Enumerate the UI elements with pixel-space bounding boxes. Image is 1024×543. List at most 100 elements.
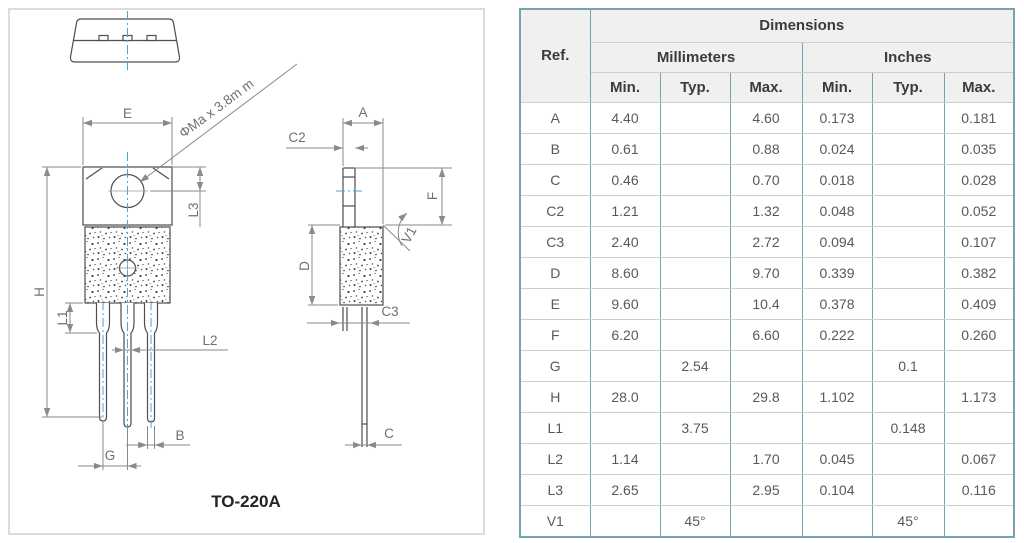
value-cell: 0.116 — [943, 473, 1015, 506]
value-cell — [659, 256, 731, 289]
value-cell — [871, 287, 945, 320]
ref-cell: E — [519, 287, 591, 320]
table-row: G 2.54 0.1 — [519, 349, 1015, 382]
value-cell: 9.70 — [729, 256, 803, 289]
table-title: Dimensions — [589, 8, 1015, 43]
value-cell: 0.148 — [871, 411, 945, 444]
value-cell: 0.045 — [801, 442, 873, 475]
value-cell: 2.40 — [589, 225, 661, 258]
value-cell — [659, 287, 731, 320]
dim-label-h: H — [32, 287, 47, 297]
table-row: B 0.61 0.88 0.024 0.035 — [519, 132, 1015, 165]
value-cell: 45° — [659, 504, 731, 537]
ref-cell: H — [519, 380, 591, 413]
value-cell: 6.20 — [589, 318, 661, 351]
ref-cell: L2 — [519, 442, 591, 475]
value-cell — [729, 349, 803, 382]
value-cell — [659, 101, 731, 134]
value-cell: 9.60 — [589, 287, 661, 320]
package-front-view — [82, 152, 173, 434]
package-side-view — [336, 167, 384, 447]
value-cell: 0.094 — [801, 225, 873, 258]
ref-cell: C2 — [519, 194, 591, 227]
value-cell: 0.378 — [801, 287, 873, 320]
value-cell: 29.8 — [729, 380, 803, 413]
ref-cell: B — [519, 132, 591, 165]
value-cell — [871, 318, 945, 351]
table-row: H 28.0 29.8 1.102 1.173 — [519, 380, 1015, 413]
value-cell: 0.052 — [943, 194, 1015, 227]
ref-cell: L1 — [519, 411, 591, 444]
dimensions-table-container: Ref. Dimensions Millimeters Inches Min. … — [519, 8, 1015, 538]
value-cell: 0.035 — [943, 132, 1015, 165]
value-cell: 0.339 — [801, 256, 873, 289]
value-cell: 0.88 — [729, 132, 803, 165]
value-cell: 2.72 — [729, 225, 803, 258]
value-cell — [943, 504, 1015, 537]
value-cell — [589, 349, 661, 382]
value-cell — [659, 318, 731, 351]
value-cell — [871, 442, 945, 475]
table-row: L2 1.14 1.70 0.045 0.067 — [519, 442, 1015, 475]
value-cell: 1.173 — [943, 380, 1015, 413]
value-cell — [589, 504, 661, 537]
value-cell: 2.65 — [589, 473, 661, 506]
dimensions-table: Ref. Dimensions Millimeters Inches Min. … — [519, 8, 1015, 538]
dim-label-c2: C2 — [288, 130, 305, 145]
subheader-mm-min: Min. — [589, 71, 661, 103]
value-cell — [871, 473, 945, 506]
value-cell — [659, 473, 731, 506]
subheader-in-typ: Typ. — [871, 71, 945, 103]
value-cell — [871, 132, 945, 165]
group-header-inches: Inches — [801, 41, 1015, 73]
table-row: A 4.40 4.60 0.173 0.181 — [519, 101, 1015, 134]
value-cell: 1.70 — [729, 442, 803, 475]
ref-cell: F — [519, 318, 591, 351]
value-cell — [659, 132, 731, 165]
table-row: F 6.20 6.60 0.222 0.260 — [519, 318, 1015, 351]
value-cell — [943, 411, 1015, 444]
dim-label-v1: V1 — [399, 224, 420, 246]
dim-label-g: G — [105, 448, 116, 463]
value-cell — [871, 163, 945, 196]
ref-cell: G — [519, 349, 591, 382]
value-cell — [659, 194, 731, 227]
value-cell: 1.21 — [589, 194, 661, 227]
dim-label-l3: L3 — [186, 202, 201, 217]
value-cell — [871, 380, 945, 413]
ref-column-header: Ref. — [519, 8, 591, 103]
value-cell: 0.46 — [589, 163, 661, 196]
value-cell — [659, 380, 731, 413]
value-cell — [871, 256, 945, 289]
package-drawing-panel: E H L3 L1 L2 — [8, 8, 485, 535]
value-cell: 0.1 — [871, 349, 945, 382]
dim-label-b: B — [175, 428, 184, 443]
value-cell: 0.382 — [943, 256, 1015, 289]
ref-cell: A — [519, 101, 591, 134]
value-cell: 3.75 — [659, 411, 731, 444]
table-row: C 0.46 0.70 0.018 0.028 — [519, 163, 1015, 196]
value-cell: 10.4 — [729, 287, 803, 320]
value-cell: 0.409 — [943, 287, 1015, 320]
value-cell: 6.60 — [729, 318, 803, 351]
value-cell — [871, 101, 945, 134]
ref-cell: D — [519, 256, 591, 289]
package-name-label: TO-220A — [211, 492, 281, 511]
subheader-mm-max: Max. — [729, 71, 803, 103]
subheader-in-max: Max. — [943, 71, 1015, 103]
value-cell — [801, 349, 873, 382]
value-cell: 8.60 — [589, 256, 661, 289]
dim-label-l2: L2 — [202, 333, 217, 348]
value-cell — [801, 411, 873, 444]
value-cell — [801, 504, 873, 537]
subheader-in-min: Min. — [801, 71, 873, 103]
value-cell: 45° — [871, 504, 945, 537]
value-cell — [659, 225, 731, 258]
value-cell — [871, 225, 945, 258]
value-cell: 0.067 — [943, 442, 1015, 475]
value-cell: 2.95 — [729, 473, 803, 506]
value-cell — [659, 163, 731, 196]
ref-cell: L3 — [519, 473, 591, 506]
value-cell: 4.60 — [729, 101, 803, 134]
ref-cell: V1 — [519, 504, 591, 537]
